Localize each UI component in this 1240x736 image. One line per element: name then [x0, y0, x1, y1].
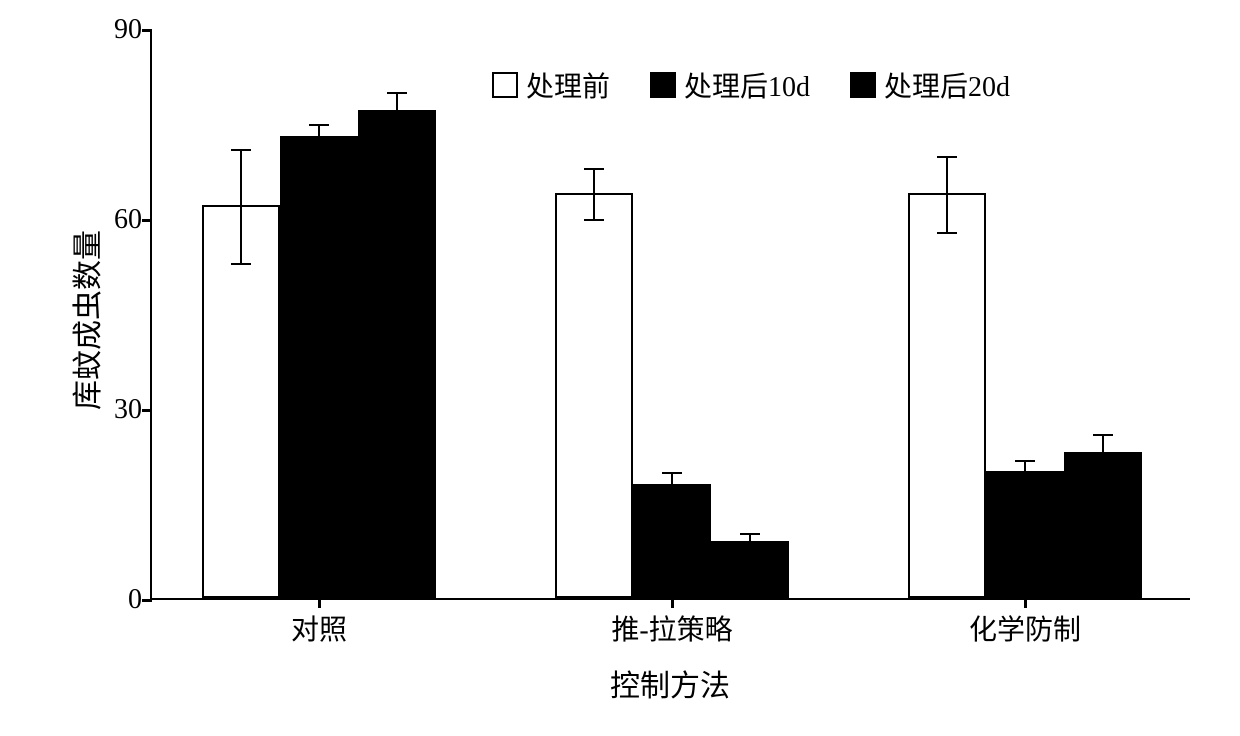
x-axis-label: 控制方法 [610, 661, 730, 705]
error-bar [1102, 435, 1104, 473]
error-cap [1015, 485, 1035, 487]
error-bar [1024, 461, 1026, 486]
bar [908, 193, 986, 598]
legend-label: 处理后20d [884, 65, 1010, 105]
x-tick [671, 598, 674, 608]
y-tick [142, 409, 152, 412]
error-cap [387, 130, 407, 132]
error-bar [396, 93, 398, 131]
x-tick-label: 化学防制 [969, 608, 1081, 648]
legend-item: 处理后20d [850, 65, 1010, 105]
error-cap [662, 472, 682, 474]
y-tick [142, 219, 152, 222]
legend-item: 处理后10d [650, 65, 810, 105]
bar [358, 110, 436, 598]
error-cap [1093, 434, 1113, 436]
y-tick [142, 29, 152, 32]
bar [633, 484, 711, 598]
x-tick-label: 对照 [291, 608, 347, 648]
y-tick-label: 0 [102, 584, 142, 616]
error-cap [1015, 460, 1035, 462]
legend: 处理前 处理后10d 处理后20d [492, 65, 1010, 105]
error-cap [309, 149, 329, 151]
x-tick-label: 推-拉策略 [611, 608, 732, 648]
legend-label: 处理后10d [684, 65, 810, 105]
bar [555, 193, 633, 598]
legend-label: 处理前 [526, 65, 610, 105]
error-cap [740, 533, 760, 535]
error-bar [671, 473, 673, 498]
error-cap [1093, 472, 1113, 474]
error-bar [593, 169, 595, 220]
legend-swatch [650, 72, 676, 98]
plot-area: 处理前处理后10d处理后20d 0306090对照推-拉策略化学防制 [150, 30, 1190, 600]
legend-item: 处理前 [492, 65, 610, 105]
legend-swatch [492, 72, 518, 98]
error-bar [749, 534, 751, 553]
y-tick-label: 60 [102, 204, 142, 236]
y-tick-label: 90 [102, 14, 142, 46]
y-axis-label: 库蚊成虫数量 [63, 230, 107, 410]
error-cap [937, 156, 957, 158]
error-bar [240, 150, 242, 264]
x-tick [318, 598, 321, 608]
error-bar [946, 157, 948, 233]
error-cap [740, 552, 760, 554]
bar [280, 136, 358, 598]
x-tick [1024, 598, 1027, 608]
error-cap [584, 168, 604, 170]
y-tick-label: 30 [102, 394, 142, 426]
error-cap [937, 232, 957, 234]
error-cap [387, 92, 407, 94]
error-cap [662, 498, 682, 500]
error-cap [231, 263, 251, 265]
error-bar [318, 125, 320, 150]
bar [986, 471, 1064, 598]
chart-container: 库蚊成虫数量 控制方法 处理前处理后10d处理后20d 0306090对照推-拉… [100, 20, 1200, 700]
error-cap [231, 149, 251, 151]
y-tick [142, 599, 152, 602]
error-cap [309, 124, 329, 126]
error-cap [584, 219, 604, 221]
legend-swatch [850, 72, 876, 98]
